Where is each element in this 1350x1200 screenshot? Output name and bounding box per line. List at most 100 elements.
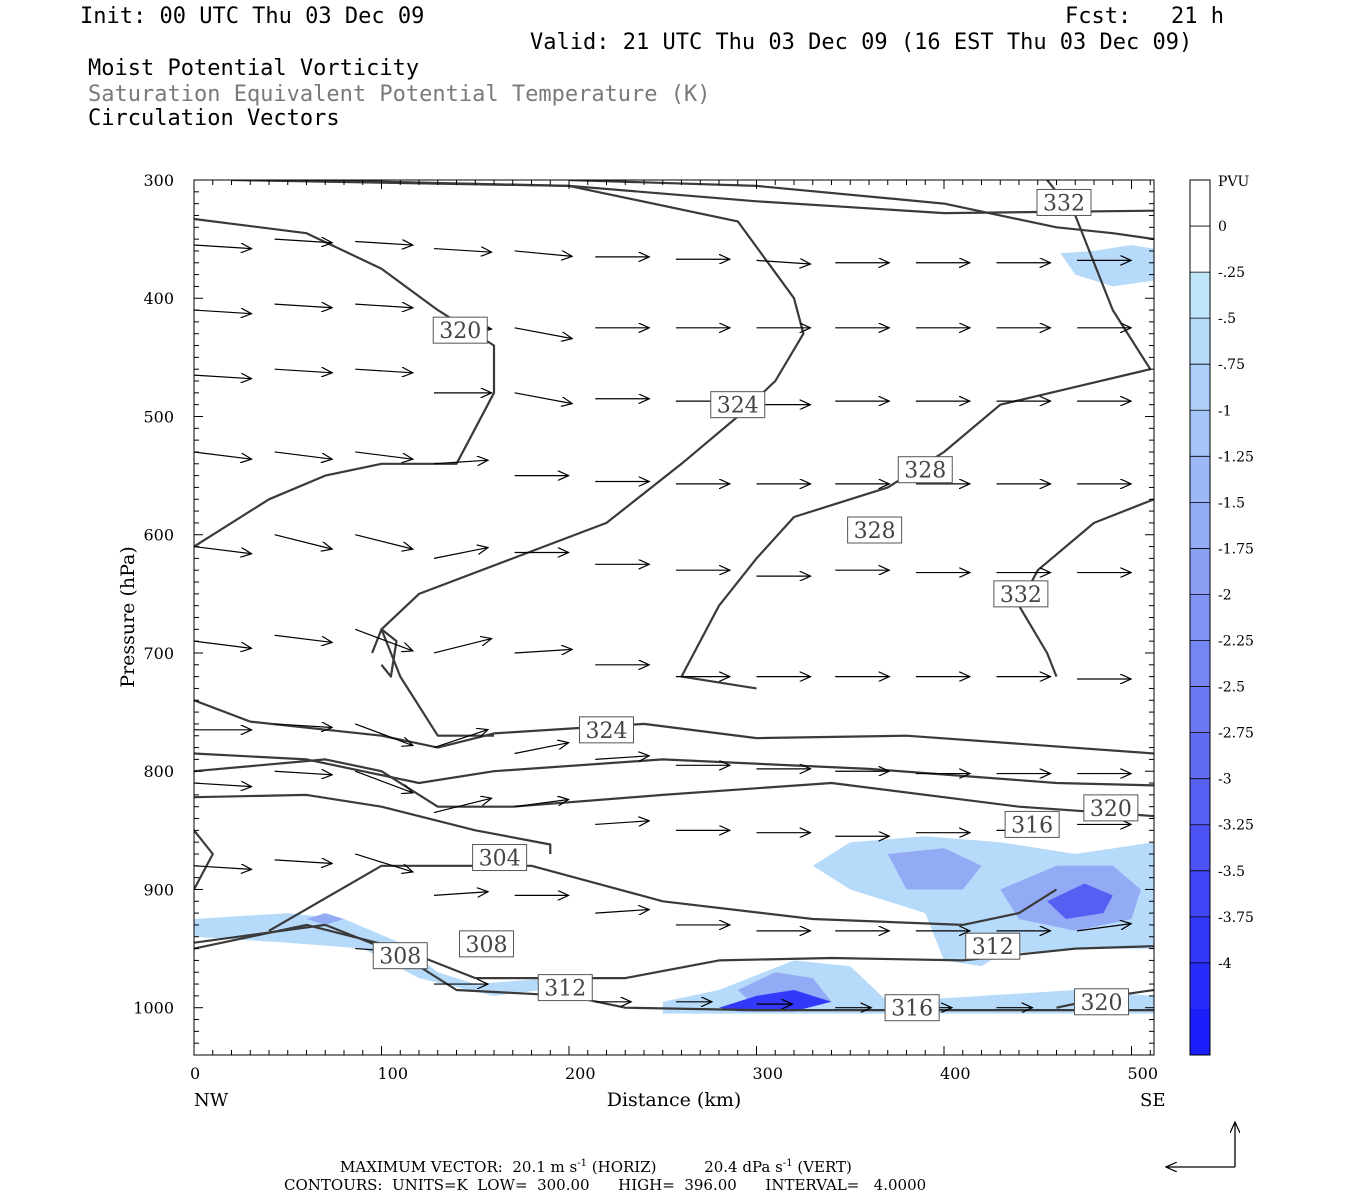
circulation-vectors <box>194 239 1131 1010</box>
circulation-vector-96 <box>194 866 252 870</box>
colorbar-swatch-4 <box>1190 364 1210 411</box>
colorbar-swatch-18 <box>1190 1008 1210 1056</box>
colorbar-label-1: -.25 <box>1218 265 1245 281</box>
contour-line-328-5 <box>680 180 1152 690</box>
colorbar-swatch-12 <box>1190 732 1210 780</box>
circulation-vector-37 <box>274 451 333 459</box>
contour-line-332-1 <box>568 180 1154 241</box>
y-tick-label-800: 800 <box>143 762 174 781</box>
contour-label-2: 324 <box>710 391 766 419</box>
contour-label-text: 316 <box>1011 813 1053 838</box>
x-tick-label-200: 200 <box>565 1064 596 1083</box>
contour-label-box <box>1083 794 1139 822</box>
contour-label-11: 308 <box>459 930 514 958</box>
contour-label-12: 308 <box>372 942 428 970</box>
contour-label-text: 312 <box>544 977 586 1002</box>
circulation-vector-4 <box>514 251 573 256</box>
circulation-vector-1 <box>274 239 333 243</box>
pv-region-0 <box>1060 245 1154 287</box>
colorbar-label-10: -2.5 <box>1218 680 1245 696</box>
contour-label-box <box>1074 988 1129 1016</box>
colorbar-label-7: -1.75 <box>1218 541 1254 557</box>
colorbar-label-16: -4 <box>1218 956 1232 972</box>
x-tick-label-100: 100 <box>378 1064 409 1083</box>
contour-label-text: 320 <box>1090 797 1132 822</box>
y-tick-label-600: 600 <box>143 526 174 545</box>
circulation-vector-63 <box>433 639 492 654</box>
horiz-vector-value: 20.1 m s <box>512 1158 578 1176</box>
x-tick-label-400: 400 <box>940 1064 971 1083</box>
pv-shading <box>194 245 1154 1014</box>
circulation-vector-48 <box>194 545 252 554</box>
contour-label-box <box>472 844 528 872</box>
x-tick-label-300: 300 <box>753 1064 784 1083</box>
circulation-vector-25 <box>274 369 333 373</box>
field-title-theta-es: Saturation Equivalent Potential Temperat… <box>88 82 711 107</box>
circulation-vector-89 <box>595 821 649 825</box>
reference-vector-icon <box>1166 1122 1235 1167</box>
circulation-vector-73 <box>274 724 333 728</box>
colorbar-swatch-0 <box>1190 180 1210 227</box>
contour-label-1: 320 <box>432 316 488 344</box>
circulation-vector-14 <box>355 304 413 308</box>
contour-label-13: 312 <box>537 974 593 1002</box>
contour-label-box <box>1004 810 1060 838</box>
contour-label-text: 304 <box>479 847 521 872</box>
contour-label-text: 320 <box>439 319 481 344</box>
contour-label-box <box>710 391 766 419</box>
pv-region-9 <box>719 990 832 1012</box>
circulation-vector-98 <box>355 853 413 872</box>
colorbar-swatch-17 <box>1190 962 1210 1010</box>
circulation-vector-0 <box>194 245 252 249</box>
x-end-label-nw: NW <box>194 1090 229 1111</box>
circulation-vector-7 <box>756 260 811 264</box>
contour-label-text: 328 <box>904 459 946 484</box>
contour-label-box <box>579 716 634 744</box>
circulation-vector-61 <box>274 634 333 642</box>
field-title-vectors: Circulation Vectors <box>88 106 340 131</box>
colorbar-label-13: -3.25 <box>1218 818 1254 834</box>
contour-label-15: 320 <box>1074 988 1129 1016</box>
circulation-vector-64 <box>514 649 573 653</box>
contour-label-9: 304 <box>472 844 528 872</box>
circulation-vector-86 <box>355 770 413 793</box>
colorbar-label-9: -2.25 <box>1218 634 1254 650</box>
pv-region-4 <box>887 848 982 890</box>
circulation-vector-51 <box>433 548 488 559</box>
colorbar-swatch-7 <box>1190 502 1210 549</box>
circulation-vector-3 <box>433 249 492 253</box>
colorbar-swatch-15 <box>1190 870 1210 918</box>
circulation-vector-36 <box>194 451 252 459</box>
circulation-vector-60 <box>194 640 252 648</box>
forecast-hour: Fcst: 21 h <box>1065 4 1224 29</box>
circulation-vector-39 <box>433 460 488 464</box>
colorbar-label-2: -.5 <box>1218 311 1236 327</box>
contour-label-10: 312 <box>965 932 1021 960</box>
circulation-vector-77 <box>595 756 649 760</box>
contour-label-text: 332 <box>1000 583 1042 608</box>
contour-line-304-11 <box>194 829 214 891</box>
colorbar-label-3: -.75 <box>1218 357 1245 373</box>
contour-line-320-8 <box>194 752 1154 787</box>
circulation-vector-97 <box>274 860 333 864</box>
contour-label-4: 328 <box>847 516 903 544</box>
contour-label-box <box>432 316 488 344</box>
x-axis-label: Distance (km) <box>607 1089 742 1111</box>
contour-label-7: 320 <box>1083 794 1139 822</box>
circulation-vector-76 <box>514 743 569 755</box>
contour-label-box <box>884 994 940 1022</box>
circulation-vector-13 <box>274 304 333 308</box>
circulation-vector-50 <box>355 534 413 549</box>
pv-region-6 <box>1047 883 1113 919</box>
circulation-vector-87 <box>433 798 492 814</box>
valid-time: Valid: 21 UTC Thu 03 Dec 09 (16 EST Thu … <box>530 30 1193 55</box>
colorbar-swatch-2 <box>1190 272 1210 319</box>
contour-label-14: 316 <box>884 994 940 1022</box>
colorbar-swatch-1 <box>1190 226 1210 273</box>
colorbar-swatch-16 <box>1190 916 1210 964</box>
axis-ticks: 0 100 200 300 400 500 300 400 500 600 700 800 900 100… <box>133 171 1158 1083</box>
contour-label-box <box>897 456 953 484</box>
y-tick-label-900: 900 <box>143 880 174 899</box>
y-tick-label-500: 500 <box>143 407 174 426</box>
colorbar-swatch-14 <box>1190 824 1210 872</box>
